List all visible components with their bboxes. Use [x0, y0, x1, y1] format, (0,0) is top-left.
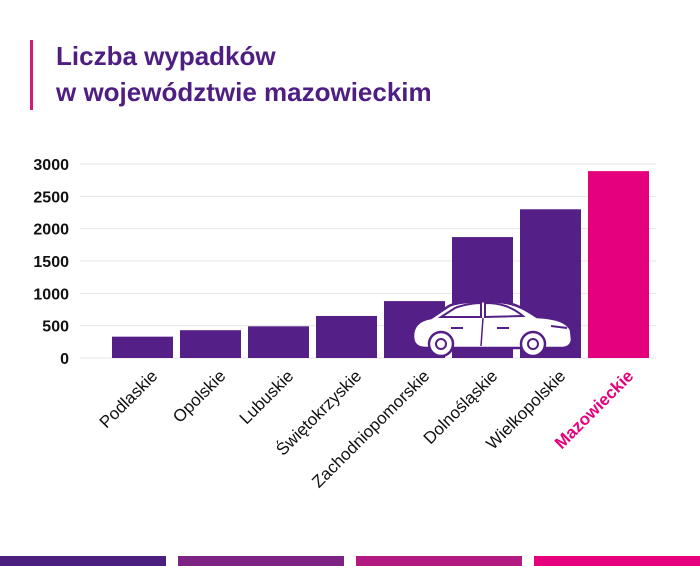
bar-świętokrzyskie [316, 315, 377, 358]
y-tick-label: 0 [60, 351, 69, 368]
x-tick-label: Podlaskie [96, 366, 162, 432]
footer-segment-2 [178, 556, 344, 566]
x-axis-labels: Podlaskie Opolskie LubuskieŚwiętokrzyskieZ… [96, 366, 638, 491]
y-tick-label: 2000 [33, 222, 69, 239]
x-tick-label: Lubuskie [236, 366, 298, 428]
y-tick-label: 3000 [33, 157, 69, 174]
x-tick-label: Zachodniopomorskie [308, 366, 433, 491]
bar-opolskie [180, 330, 241, 358]
y-tick-label: 2500 [33, 189, 69, 206]
bar-mazowieckie [588, 171, 649, 358]
title-accent-bar [30, 40, 33, 110]
x-tick-label: Opolskie [169, 366, 229, 426]
y-tick-label: 1500 [33, 254, 69, 271]
y-tick-label: 1000 [33, 286, 69, 303]
bar-lubuskie [248, 326, 309, 358]
bar-podlaskie [112, 336, 173, 358]
chart-title-line-2: w województwie mazowieckim [56, 77, 432, 107]
footer-segment-3 [356, 556, 522, 566]
footer-segment-1 [0, 556, 166, 566]
car-icon [411, 300, 574, 358]
chart-title: Liczba wypadków w województwie mazowieck… [56, 38, 432, 110]
footer-stripe [0, 556, 700, 566]
y-axis-ticks: 0 500 1000 1500 2000 2500 3000 [33, 157, 69, 368]
chart-title-line-1: Liczba wypadków [56, 41, 276, 71]
y-tick-label: 500 [42, 319, 69, 336]
footer-segment-4 [534, 556, 700, 566]
